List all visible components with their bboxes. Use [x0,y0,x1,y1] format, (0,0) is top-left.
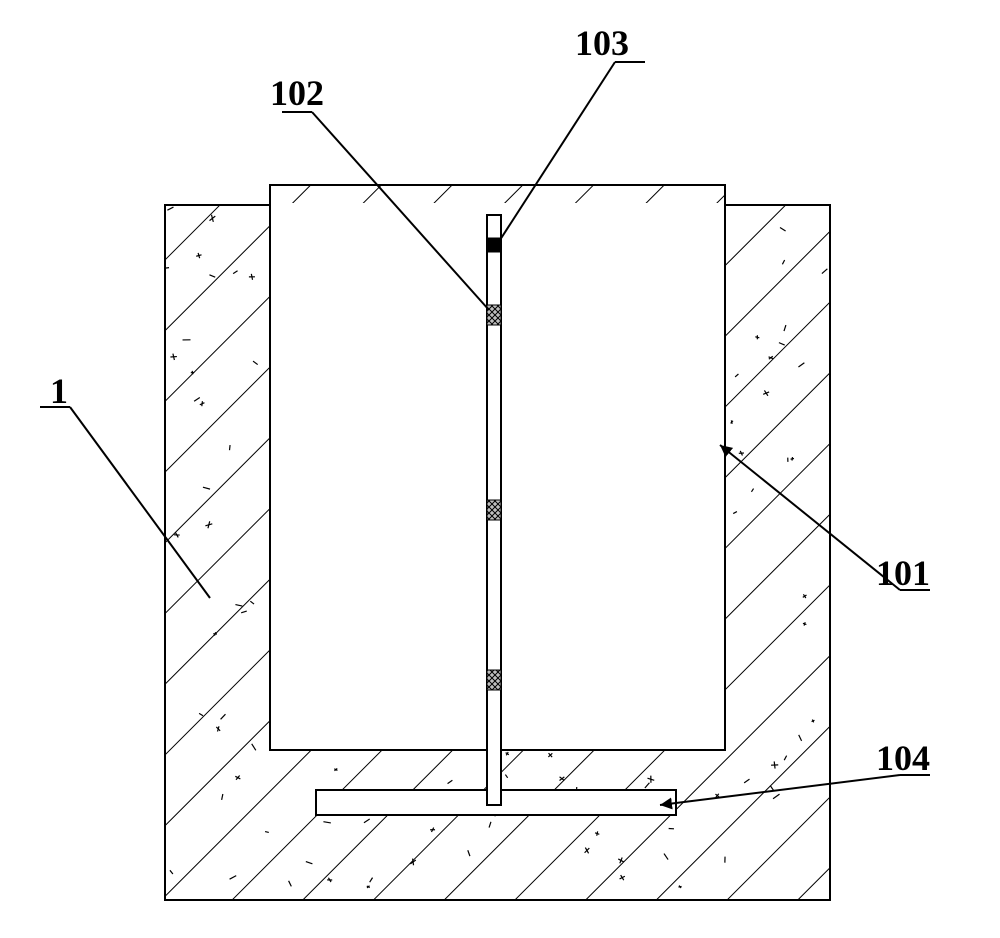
label-102: 102 [270,72,324,114]
rod-segment-2 [487,500,501,520]
rod-segment-1 [487,305,501,325]
label-104: 104 [876,737,930,779]
label-103: 103 [575,22,629,64]
rod-segment-3 [487,670,501,690]
label-101: 101 [876,552,930,594]
leader-lead102 [282,112,489,310]
label-1: 1 [50,370,68,412]
leader-lead103 [498,62,645,243]
diagram-stage: 103 102 1 101 104 [0,0,1000,938]
diagram-svg [0,0,1000,938]
